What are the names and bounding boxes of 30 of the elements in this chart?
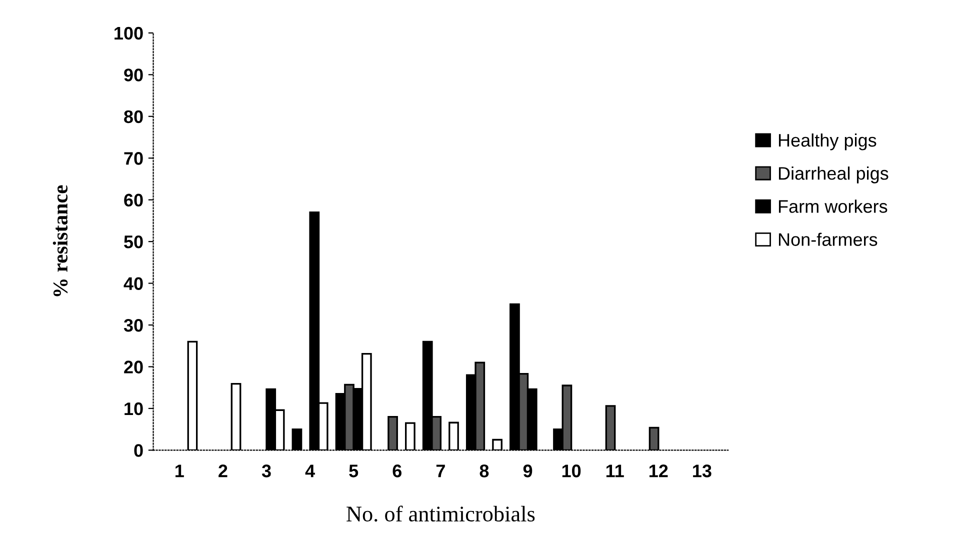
x-axis-title: No. of antimicrobials	[346, 506, 535, 522]
y-tick-label: 50	[124, 235, 143, 248]
y-tick-label: 100	[114, 26, 143, 40]
legend-label: Healthy pigs	[778, 133, 876, 150]
y-tick-label: 60	[124, 194, 143, 207]
y-tick-label: 10	[124, 402, 143, 416]
x-tick-label: 4	[305, 464, 315, 478]
x-tick-label: 5	[349, 464, 358, 478]
x-tick-label: 3	[262, 464, 271, 478]
y-tick-label: 80	[124, 110, 143, 124]
x-tick-label: 13	[693, 464, 712, 478]
x-tick-label: 1	[176, 464, 184, 478]
x-tick-label: 7	[436, 464, 445, 478]
y-axis-title: % resistance	[52, 185, 68, 296]
y-tick-label: 0	[134, 444, 143, 457]
y-tick-label: 40	[124, 277, 143, 290]
y-tick-label: 90	[124, 68, 143, 82]
x-tick-label: 10	[562, 464, 581, 478]
x-tick-label: 2	[218, 464, 228, 478]
x-tick-label: 8	[480, 464, 489, 478]
y-tick-label: 70	[124, 152, 143, 165]
legend-label: Non-farmers	[778, 232, 878, 246]
x-tick-label: 12	[650, 464, 668, 478]
x-tick-label: 9	[523, 464, 532, 478]
y-tick-label: 20	[124, 360, 143, 374]
legend-label: Farm workers	[778, 200, 888, 213]
x-tick-label: 6	[392, 464, 402, 478]
legend-label: Diarrheal pigs	[778, 166, 888, 184]
x-tick-label: 11	[606, 464, 624, 478]
y-tick-label: 30	[124, 318, 143, 332]
